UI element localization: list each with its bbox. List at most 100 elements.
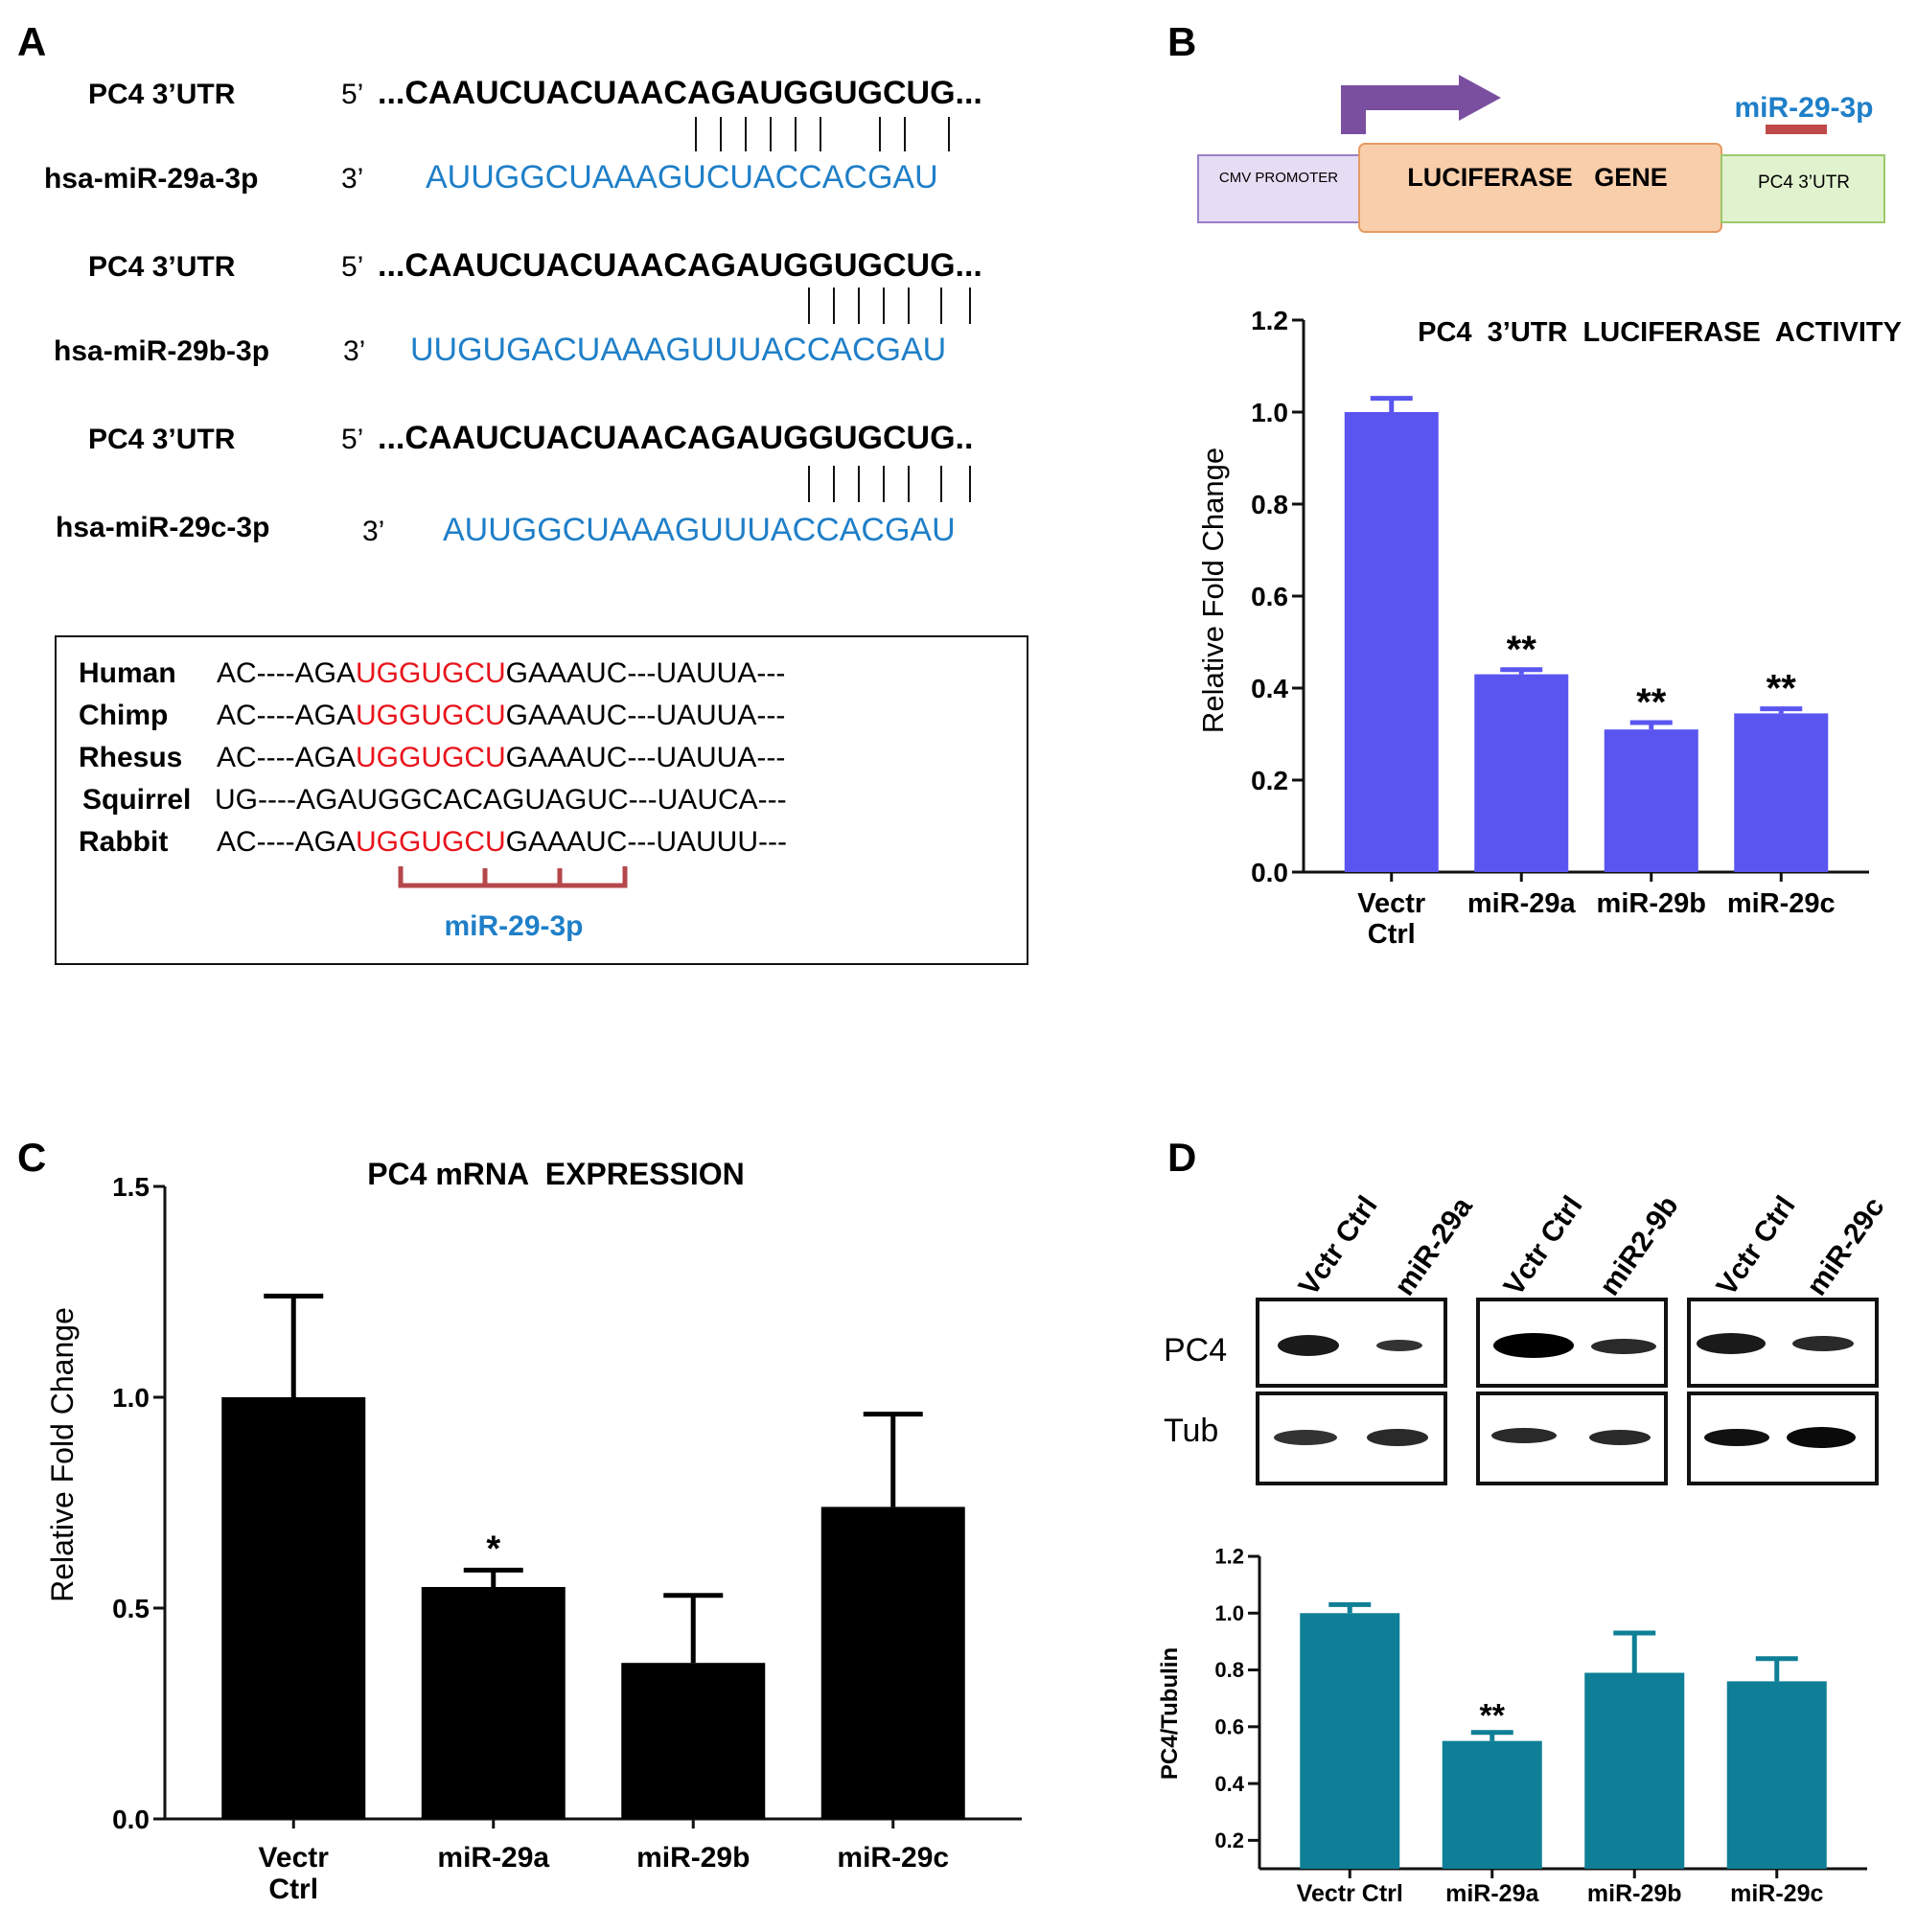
bar	[621, 1663, 766, 1819]
sequence-flank: GAAAUC---UAUUA---	[506, 700, 786, 731]
significance-marker: **	[1507, 629, 1537, 671]
utr-end-label: 5’	[341, 424, 363, 455]
mirna-end-label: 3’	[362, 516, 384, 547]
utr-end-label: 5’	[341, 251, 363, 283]
significance-marker: **	[1767, 668, 1797, 710]
pairing-lines-29b	[808, 288, 971, 324]
lane-label: Vctr Ctrl	[1293, 1190, 1384, 1301]
x-tick-label: miR-29a	[437, 1842, 549, 1874]
blot-band	[1491, 1428, 1557, 1443]
x-tick-label: Ctrl	[1368, 919, 1416, 950]
significance-marker: *	[486, 1529, 500, 1569]
y-tick-label: 0.2	[1251, 766, 1288, 795]
mirna-sequence: UUGUGACUAAAGUUUACCACGAU	[410, 332, 946, 368]
x-tick-label: miR-29a	[1467, 888, 1577, 919]
blot-frame-tub	[1256, 1392, 1447, 1485]
chart-d: PC4/Tubulin 0.2 0.4 0.6 0.8 1.0 1.2 Vectr Ctrl…	[1157, 1545, 1867, 1907]
y-tick-label: 1.0	[112, 1383, 150, 1413]
utr-box	[1721, 154, 1885, 223]
utr-box-label: PC4 3’UTR	[1758, 172, 1850, 193]
y-tick-label: 1.0	[1251, 398, 1288, 427]
luciferase-gene-label: LUCIFERASE GENE	[1407, 163, 1668, 192]
seed-match: UGGUGCU	[356, 826, 506, 858]
sequence-flank: GAAAUC---UAUUA---	[506, 657, 786, 689]
y-tick-label: 0.4	[1251, 674, 1288, 703]
species-sequence: AC----AGAUGGUGCUGAAAUC---UAUUU---	[217, 826, 787, 858]
bar	[1734, 713, 1829, 872]
y-tick-label: 0.6	[1214, 1715, 1244, 1739]
x-tick-label: miR-29c	[1730, 1880, 1823, 1907]
bar	[1726, 1681, 1827, 1869]
blot-band	[1493, 1333, 1574, 1358]
sequence-flank: GAAAUC---UAUUU---	[506, 826, 787, 858]
lane-label: Vctr Ctrl	[1498, 1190, 1589, 1301]
blot-frame-pc4	[1687, 1298, 1879, 1388]
cmv-promoter-box	[1197, 154, 1360, 223]
y-tick-label: 0.2	[1214, 1828, 1244, 1852]
sequence-flank: AC----AGA	[217, 657, 356, 689]
sequence-flank: AC----AGA	[217, 826, 356, 858]
sequence-flank: AC----AGA	[217, 700, 356, 731]
utr-label: PC4 3’UTR	[88, 424, 236, 455]
mirna-end-label: 3’	[341, 163, 363, 195]
utr-sequence: ...CAAUCUACUAACAGAUGGUGCUG..	[378, 420, 973, 456]
blot-band	[1792, 1336, 1854, 1351]
lane-label: miR-29c	[1801, 1191, 1891, 1301]
panel-letter-d: D	[1167, 1135, 1196, 1180]
y-tick-label: 1.2	[1251, 306, 1288, 335]
panel-a-alignments: PC4 3’UTR 5’ ...CAAUCUACUAACAGAUGGUGCUG.…	[44, 75, 982, 548]
blot-band	[1787, 1427, 1856, 1448]
species-sequence: AC----AGAUGGUGCUGAAAUC---UAUUA---	[217, 742, 785, 773]
bar	[1300, 1613, 1400, 1869]
species-sequence: UG----AGAUGGCACAGUAGUC---UAUCA---	[215, 784, 787, 816]
sequence-flank: AC----AGA	[217, 742, 356, 773]
mirna-label: hsa-miR-29a-3p	[44, 163, 258, 195]
target-site-marker	[1766, 125, 1827, 134]
panel-letter-c: C	[17, 1135, 46, 1180]
conservation-frame	[55, 635, 1028, 965]
utr-label: PC4 3’UTR	[88, 251, 236, 283]
bar	[1344, 412, 1439, 872]
utr-label: PC4 3’UTR	[88, 79, 236, 110]
species-label: Chimp	[79, 700, 168, 731]
blot-frame-pc4	[1476, 1298, 1668, 1388]
seed-bracket-label: miR-29-3p	[444, 910, 583, 942]
y-tick-label: 0.4	[1214, 1772, 1244, 1796]
bar	[1474, 674, 1569, 872]
mirna-sequence: AUUGGCUAAAGUCUACCACGAU	[426, 159, 938, 196]
utr-sequence: ...CAAUCUACUAACAGAUGGUGCUG...	[378, 75, 982, 111]
panel-letter-b: B	[1167, 19, 1196, 64]
mirna-label: hsa-miR-29b-3p	[54, 335, 269, 367]
bar	[421, 1587, 566, 1819]
mirna-sequence: AUUGGCUAAAGUUUACCACGAU	[443, 512, 956, 548]
blot-row-label-pc4: PC4	[1164, 1332, 1227, 1368]
mirna-end-label: 3’	[343, 335, 365, 367]
chart-b: PC4 3’UTR LUCIFERASE ACTIVITY Relative F…	[1196, 306, 1902, 950]
x-tick-label: miR-29b	[1587, 1880, 1682, 1907]
species-sequence: AC----AGAUGGUGCUGAAAUC---UAUUA---	[217, 700, 785, 731]
bar	[1584, 1672, 1685, 1869]
species-label: Human	[79, 657, 176, 689]
seed-bracket	[398, 866, 628, 888]
blot-band	[1589, 1430, 1651, 1445]
lane-label: miR-29a	[1389, 1191, 1479, 1301]
seed-match: UGGUGCU	[356, 657, 506, 689]
y-tick-label: 0.8	[1214, 1658, 1244, 1682]
species-sequence: AC----AGAUGGUGCUGAAAUC---UAUUA---	[217, 657, 785, 689]
x-tick-label: Ctrl	[268, 1874, 318, 1905]
y-axis-label: Relative Fold Change	[45, 1307, 80, 1602]
pairing-lines-29a	[695, 117, 950, 151]
x-tick-label: miR-29c	[1727, 888, 1836, 919]
species-label: Rhesus	[79, 742, 182, 773]
x-tick-label: miR-29c	[837, 1842, 949, 1874]
x-tick-label: miR-29a	[1445, 1880, 1539, 1907]
y-tick-label: 0.0	[1251, 858, 1288, 887]
luciferase-construct: CMV PROMOTER LUCIFERASE GENE PC4 3’UTR m…	[1197, 75, 1885, 233]
blot-band	[1274, 1430, 1337, 1445]
blot-band	[1278, 1335, 1339, 1356]
target-site-label: miR-29-3p	[1734, 92, 1873, 124]
utr-end-label: 5’	[341, 79, 363, 110]
bar	[1604, 729, 1698, 872]
y-tick-label: 1.5	[112, 1172, 150, 1202]
